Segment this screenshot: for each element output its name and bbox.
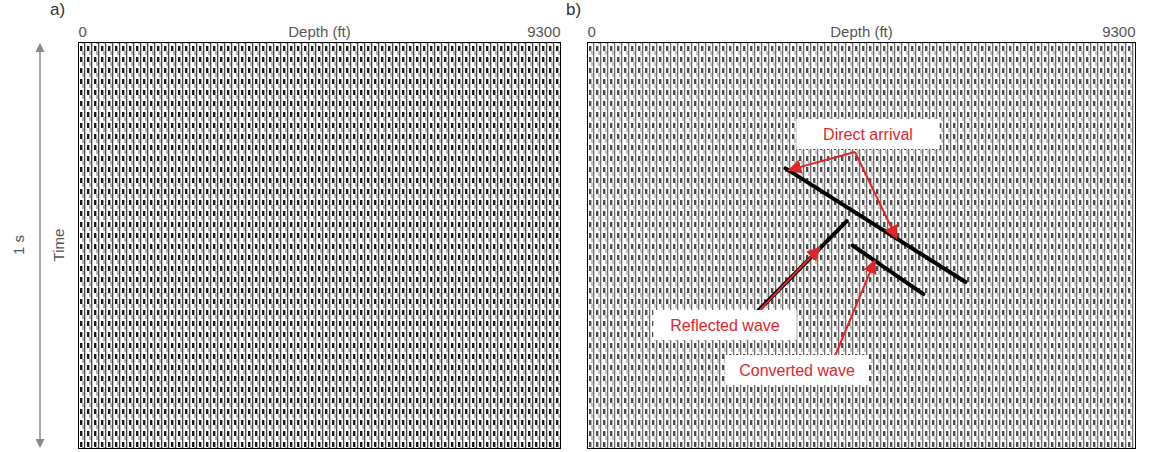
svg-text:Direct arrival: Direct arrival: [823, 126, 913, 143]
svg-text:Reflected wave: Reflected wave: [670, 317, 779, 334]
svg-text:Depth (ft): Depth (ft): [288, 23, 351, 40]
svg-text:0: 0: [79, 23, 87, 40]
svg-text:Converted wave: Converted wave: [739, 362, 855, 379]
svg-text:9300: 9300: [527, 23, 560, 40]
svg-text:1 s: 1 s: [10, 235, 27, 255]
html-text:a): a): [50, 0, 66, 19]
svg-text:Time: Time: [50, 229, 67, 262]
svg-text:9300: 9300: [1102, 23, 1135, 40]
svg-text:0: 0: [588, 23, 596, 40]
html-text:b): b): [566, 0, 582, 19]
svg-text:Depth (ft): Depth (ft): [830, 23, 893, 40]
